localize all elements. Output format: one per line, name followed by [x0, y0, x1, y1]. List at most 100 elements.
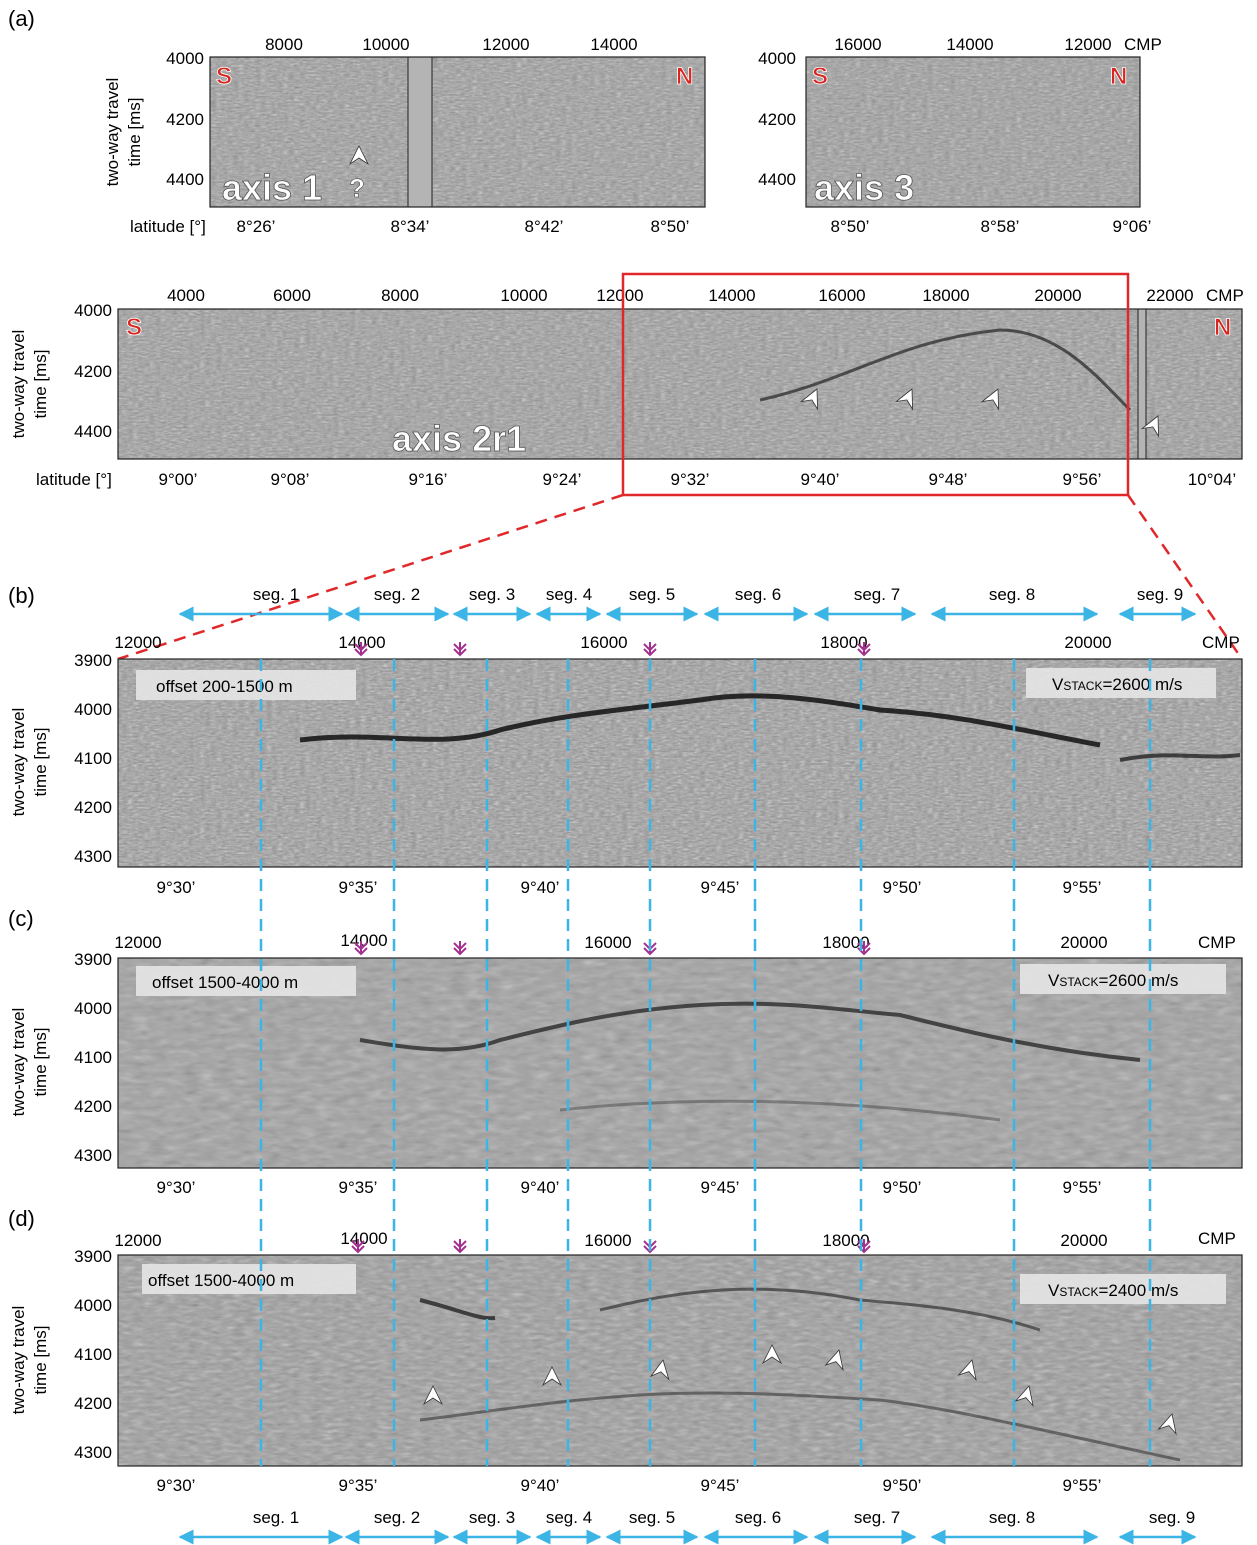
segment-label: seg. 7 — [854, 1508, 900, 1527]
panel-b-twt-tick: 4200 — [74, 798, 112, 817]
axis2-lat-tick: 9°16’ — [409, 470, 448, 489]
panel-c-twt-tick: 4200 — [74, 1097, 112, 1116]
axis1-lat-tick: 8°26’ — [237, 217, 276, 236]
panel-d-lat-tick: 9°45’ — [701, 1476, 740, 1495]
panel-b-twt-tick: 4300 — [74, 847, 112, 866]
axis2-data-gap — [1137, 308, 1147, 460]
axis2-latitude-label: latitude [°] — [36, 470, 112, 489]
axis1-ylabel-line1: two-way travel — [103, 78, 122, 187]
panel-d-cmp-tick: 18000 — [822, 1231, 869, 1250]
panel-b-cmp-label: CMP — [1202, 633, 1240, 652]
panel-d-cmp-label: CMP — [1198, 1229, 1236, 1248]
axis2-twt-tick: 4000 — [74, 301, 112, 320]
axis1-cmp-tick: 8000 — [265, 35, 303, 54]
panel-b-cmp-tick: 20000 — [1064, 633, 1111, 652]
panel-d-lat-tick: 9°40’ — [521, 1476, 560, 1495]
axis3-section: S N axis 3 16000 14000 12000 CMP 4000 42… — [758, 35, 1162, 236]
panel-b-twt-tick: 4100 — [74, 749, 112, 768]
axis2-north-label: N — [1214, 314, 1231, 341]
axis3-north-label: N — [1110, 63, 1127, 90]
panel-d: offset 1500-4000 m VSTACK=2400 m/s 12000… — [9, 1229, 1243, 1495]
panel-d-twt-tick: 3900 — [74, 1247, 112, 1266]
panel-d-twt-tick: 4200 — [74, 1394, 112, 1413]
axis2-cmp-tick: 4000 — [167, 286, 205, 305]
axis2-cmp-tick: 12000 — [596, 286, 643, 305]
axis1-twt-tick: 4000 — [166, 49, 204, 68]
panel-d-twt-tick: 4100 — [74, 1345, 112, 1364]
segment-label: seg. 1 — [253, 1508, 299, 1527]
axis1-lat-tick: 8°42’ — [525, 217, 564, 236]
panel-c-twt-tick: 4100 — [74, 1048, 112, 1067]
segment-row-bottom: seg. 1 seg. 2 seg. 3 seg. 4 seg. 5 seg. … — [178, 1508, 1197, 1545]
panel-d-cmp-tick: 14000 — [340, 1229, 387, 1248]
axis1-twt-tick: 4400 — [166, 170, 204, 189]
axis2-lat-tick: 9°40’ — [801, 470, 840, 489]
segment-label: seg. 3 — [469, 1508, 515, 1527]
segment-label: seg. 2 — [374, 1508, 420, 1527]
panel-d-cmp-tick: 12000 — [114, 1231, 161, 1250]
panel-c-twt-tick: 3900 — [74, 950, 112, 969]
axis3-lat-tick: 8°58’ — [981, 217, 1020, 236]
axis2-lat-tick: 9°24’ — [543, 470, 582, 489]
panel-d-twt-tick: 4300 — [74, 1443, 112, 1462]
axis2-lat-tick: 9°56’ — [1063, 470, 1102, 489]
axis3-lat-tick: 8°50’ — [831, 217, 870, 236]
segment-label: seg. 7 — [854, 585, 900, 604]
panel-c-cmp-tick: 16000 — [584, 933, 631, 952]
panel-b: offset 200-1500 m VSTACK=2600 m/s 12000 … — [9, 633, 1243, 897]
segment-label: seg. 4 — [546, 1508, 592, 1527]
zoom-connector-right — [1126, 494, 1244, 660]
panel-c-lat-tick: 9°40’ — [521, 1178, 560, 1197]
axis1-north-label: N — [676, 63, 693, 90]
axis1-question-mark: ? — [349, 173, 365, 203]
panel-c-lat-tick: 9°55’ — [1063, 1178, 1102, 1197]
axis2-lat-tick: 10°04’ — [1188, 470, 1236, 489]
panel-c-lat-tick: 9°35’ — [339, 1178, 378, 1197]
panel-letter-a: (a) — [8, 6, 35, 31]
panel-c-twt-tick: 4000 — [74, 999, 112, 1018]
axis3-twt-tick: 4000 — [758, 49, 796, 68]
panel-b-twt-tick: 3900 — [74, 651, 112, 670]
axis1-latitude-label: latitude [°] — [130, 217, 206, 236]
section-marker-arrow — [643, 641, 657, 656]
zoom-connector-left — [117, 493, 624, 661]
axis3-twt-tick: 4200 — [758, 110, 796, 129]
segment-label: seg. 9 — [1149, 1508, 1195, 1527]
panel-c-velocity-label: VSTACK=2600 m/s — [1048, 971, 1178, 990]
axis2-cmp-tick: 10000 — [500, 286, 547, 305]
axis1-cmp-tick: 10000 — [362, 35, 409, 54]
axis2-ylabel-line2: time [ms] — [31, 350, 50, 419]
panel-c-lat-tick: 9°50’ — [883, 1178, 922, 1197]
panel-c-lat-tick: 9°45’ — [701, 1178, 740, 1197]
panel-d-cmp-tick: 16000 — [584, 1231, 631, 1250]
axis1-data-gap — [407, 56, 433, 208]
panel-b-lat-tick: 9°50’ — [883, 878, 922, 897]
axis3-cmp-label: CMP — [1124, 35, 1162, 54]
axis2-cmp-label: CMP — [1206, 286, 1244, 305]
panel-c-twt-tick: 4300 — [74, 1146, 112, 1165]
axis2-cmp-tick: 6000 — [273, 286, 311, 305]
axis2-lat-tick: 9°00’ — [159, 470, 198, 489]
panel-d-twt-tick: 4000 — [74, 1296, 112, 1315]
panel-c-cmp-tick: 12000 — [114, 933, 161, 952]
panel-b-lat-tick: 9°40’ — [521, 878, 560, 897]
axis2-twt-tick: 4400 — [74, 422, 112, 441]
panel-b-velocity-label: VSTACK=2600 m/s — [1052, 675, 1182, 694]
axis2-lat-tick: 9°32’ — [671, 470, 710, 489]
zoom-box — [621, 272, 1130, 497]
axis2-lat-tick: 9°48’ — [929, 470, 968, 489]
axis3-south-label: S — [812, 63, 828, 90]
axis2-ylabel-line1: two-way travel — [9, 330, 28, 439]
panel-d-lat-tick: 9°50’ — [883, 1476, 922, 1495]
segment-label: seg. 5 — [629, 1508, 675, 1527]
axis3-twt-tick: 4400 — [758, 170, 796, 189]
axis2-cmp-tick: 8000 — [381, 286, 419, 305]
panel-b-lat-tick: 9°30’ — [157, 878, 196, 897]
panel-d-lat-tick: 9°55’ — [1063, 1476, 1102, 1495]
segment-label: seg. 6 — [735, 585, 781, 604]
segment-label: seg. 3 — [469, 585, 515, 604]
panel-c-ylabel-line1: two-way travel — [9, 1008, 28, 1117]
panel-c-lat-tick: 9°30’ — [157, 1178, 196, 1197]
axis3-name: axis 3 — [814, 167, 914, 208]
